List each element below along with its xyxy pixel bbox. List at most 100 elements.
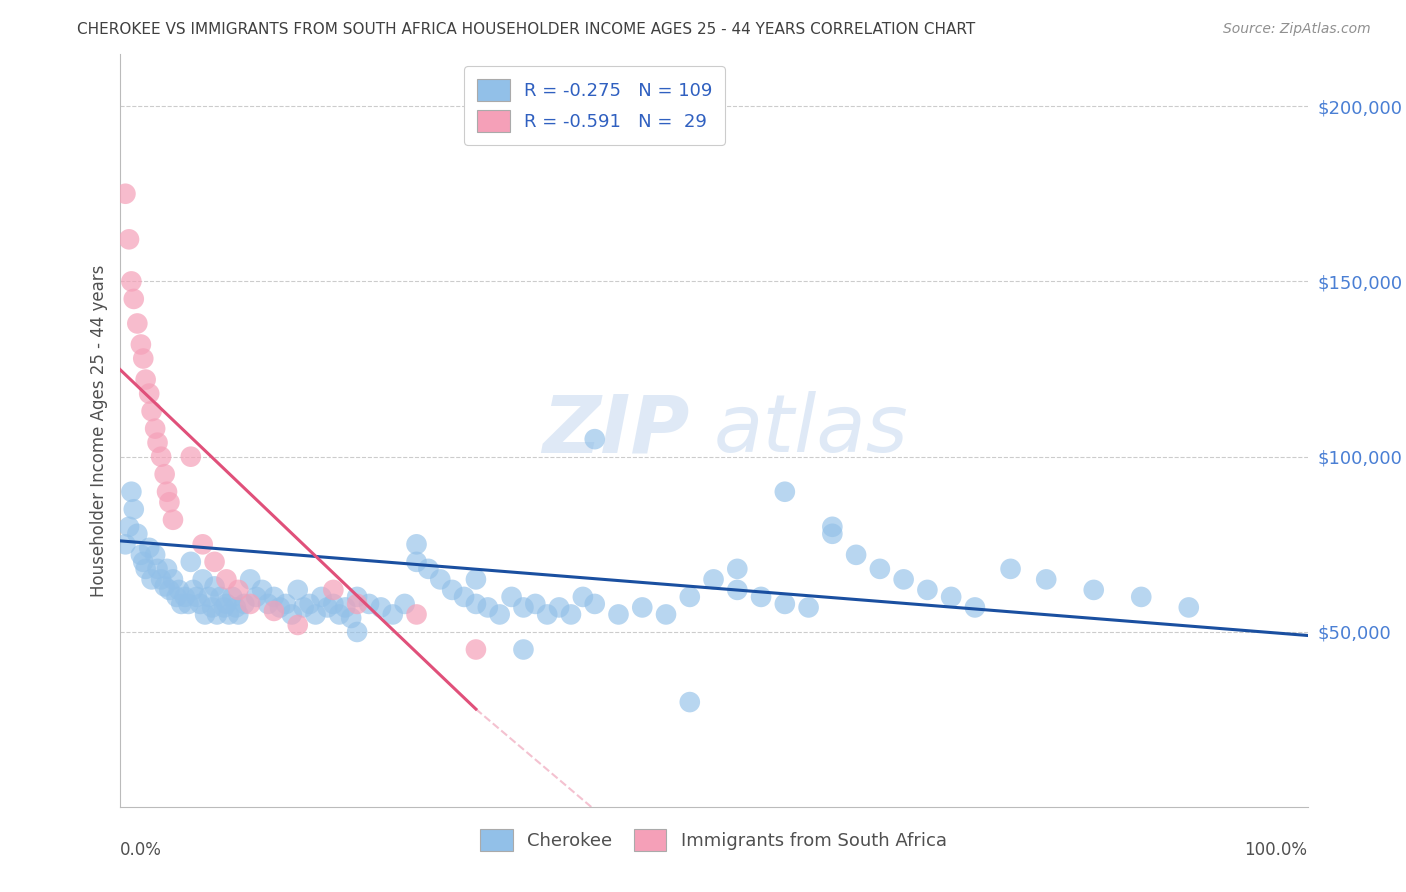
Point [180, 555, 202, 569]
Point [167, 582, 190, 597]
Point [429, 573, 451, 587]
Point [963, 600, 986, 615]
Point [335, 600, 357, 615]
Point [135, 562, 157, 576]
Point [346, 590, 368, 604]
Point [132, 351, 155, 366]
Point [311, 590, 333, 604]
Point [153, 579, 176, 593]
Point [464, 573, 488, 587]
Point [209, 590, 232, 604]
Point [631, 600, 654, 615]
Point [298, 597, 321, 611]
Point [215, 573, 238, 587]
Point [157, 495, 180, 509]
Point [186, 590, 208, 604]
Point [129, 337, 152, 351]
Point [869, 562, 891, 576]
Point [340, 611, 363, 625]
Point [146, 562, 169, 576]
Point [173, 590, 195, 604]
Point [166, 590, 188, 604]
Point [239, 573, 262, 587]
Point [572, 590, 595, 604]
Point [177, 597, 200, 611]
Point [322, 582, 344, 597]
Point [583, 597, 606, 611]
Point [453, 590, 475, 604]
Point [845, 548, 868, 562]
Point [405, 607, 427, 622]
Point [122, 292, 145, 306]
Point [773, 597, 796, 611]
Point [405, 555, 427, 569]
Point [1178, 600, 1201, 615]
Point [156, 484, 179, 499]
Point [122, 502, 145, 516]
Point [191, 573, 214, 587]
Point [239, 597, 262, 611]
Point [488, 607, 510, 622]
Point [221, 590, 243, 604]
Point [162, 573, 184, 587]
Point [939, 590, 962, 604]
Point [346, 624, 368, 639]
Point [180, 450, 202, 464]
Point [114, 537, 136, 551]
Point [188, 597, 211, 611]
Point [120, 274, 142, 288]
Point [773, 484, 796, 499]
Point [725, 582, 748, 597]
Point [215, 597, 238, 611]
Point [346, 597, 368, 611]
Point [143, 548, 166, 562]
Point [679, 695, 702, 709]
Point [821, 520, 844, 534]
Y-axis label: Householder Income Ages 25 - 44 years: Householder Income Ages 25 - 44 years [90, 264, 108, 597]
Text: ZIP: ZIP [543, 392, 690, 469]
Point [464, 642, 488, 657]
Point [120, 484, 142, 499]
Point [394, 597, 416, 611]
Point [170, 597, 193, 611]
Point [702, 573, 725, 587]
Point [821, 526, 844, 541]
Point [150, 450, 173, 464]
Point [524, 597, 547, 611]
Point [257, 597, 280, 611]
Point [1000, 562, 1022, 576]
Point [150, 573, 173, 587]
Point [679, 590, 702, 604]
Point [127, 317, 149, 331]
Point [129, 548, 152, 562]
Point [512, 600, 534, 615]
Point [138, 386, 160, 401]
Point [228, 582, 250, 597]
Point [233, 597, 256, 611]
Point [127, 526, 149, 541]
Point [281, 607, 304, 622]
Point [269, 600, 291, 615]
Point [141, 404, 163, 418]
Point [477, 600, 499, 615]
Point [141, 573, 163, 587]
Point [218, 607, 240, 622]
Legend: Cherokee, Immigrants from South Africa: Cherokee, Immigrants from South Africa [470, 819, 957, 863]
Point [274, 597, 297, 611]
Point [201, 600, 224, 615]
Point [191, 537, 214, 551]
Point [205, 607, 228, 622]
Text: 0.0%: 0.0% [120, 841, 162, 859]
Point [464, 597, 488, 611]
Point [263, 590, 285, 604]
Point [181, 582, 204, 597]
Point [536, 607, 558, 622]
Point [725, 562, 748, 576]
Point [287, 618, 309, 632]
Point [893, 573, 915, 587]
Point [501, 590, 523, 604]
Point [357, 597, 380, 611]
Point [197, 590, 219, 604]
Point [370, 600, 392, 615]
Point [797, 600, 820, 615]
